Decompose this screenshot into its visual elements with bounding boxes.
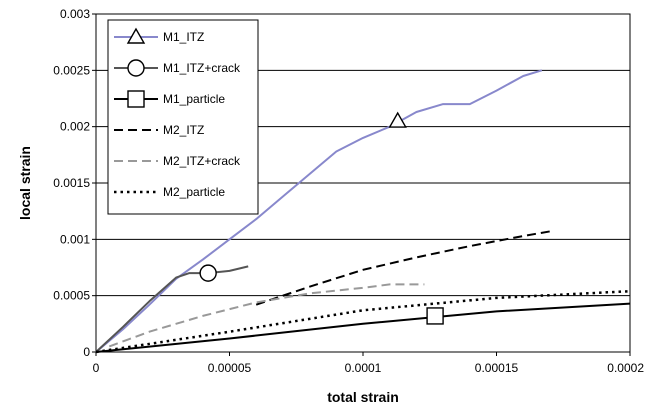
series-line	[255, 230, 551, 306]
series-line	[95, 302, 631, 353]
y-tick-label: 0.003	[60, 7, 90, 21]
legend-label: M1_ITZ+crack	[163, 61, 241, 75]
legend: M1_ITZ M1_ITZ+crack M1_particle M2_ITZ M2_IT…	[107, 19, 259, 215]
y-tick-label: 0.0025	[53, 63, 90, 77]
series-line	[95, 265, 249, 353]
y-tick-label: 0.0015	[53, 176, 90, 190]
legend-label: M1_particle	[163, 92, 225, 106]
series-line	[95, 69, 543, 353]
triangle-marker	[388, 111, 407, 128]
y-tick-label: 0.0005	[53, 289, 90, 303]
y-tick-label: 0.002	[60, 120, 90, 134]
x-tick-label: 0.0002	[607, 361, 644, 375]
square-marker	[426, 307, 444, 325]
y-tick-label: 0.001	[60, 232, 90, 246]
triangle-marker	[126, 27, 146, 44]
y-tick-label: 0	[83, 345, 90, 359]
series-line	[108, 283, 425, 348]
legend-label: M1_ITZ	[163, 30, 204, 44]
x-tick-label: 0.00015	[475, 361, 519, 375]
x-axis-title: total strain	[327, 389, 399, 405]
circle-marker	[199, 264, 217, 282]
series-line	[95, 289, 631, 354]
circle-marker	[127, 59, 145, 77]
legend-label: M2_particle	[163, 185, 225, 199]
legend-label: M2_ITZ+crack	[163, 154, 241, 168]
legend-box	[107, 19, 259, 215]
x-tick-label: 0.00005	[208, 361, 252, 375]
axis-ticks: 0 0.0005 0.001 0.0015 0.002 0.0025 0.003 0 0.000…	[53, 7, 644, 375]
series-markers	[199, 111, 444, 325]
square-marker	[127, 90, 145, 108]
x-tick-label: 0	[93, 361, 100, 375]
series-lines	[95, 69, 631, 354]
legend-label: M2_ITZ	[163, 123, 204, 137]
x-tick-label: 0.0001	[345, 361, 382, 375]
y-axis-title: local strain	[17, 146, 33, 220]
